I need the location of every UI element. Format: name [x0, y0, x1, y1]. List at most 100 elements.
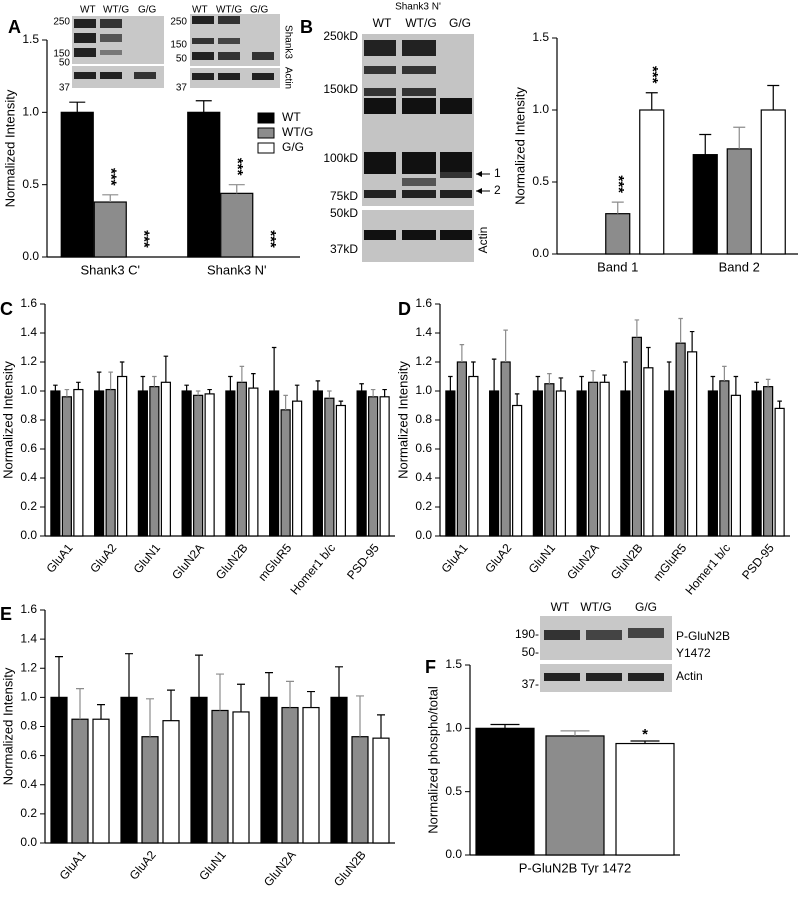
bar [615, 742, 675, 856]
y-tick-label: 1.4 [20, 325, 37, 339]
marker-label: 150 [170, 40, 187, 51]
bar [93, 201, 127, 258]
y-tick-label: 0.5 [445, 784, 462, 798]
error-bar [547, 373, 552, 384]
error-bar [338, 400, 344, 406]
legend-swatch [257, 142, 275, 154]
chart-panel: B 0.0 0.5 1.0 1.5 Normalized Intensity Band 1 *… [300, 17, 798, 274]
bar [719, 380, 730, 537]
marker-label: 50 [176, 54, 188, 65]
error-bar [689, 330, 695, 352]
chart-panel: D 0.0 0.2 0.4 0.6 0.8 1.0 1.2 1.4 1.6 Normalized I… [395, 296, 790, 597]
bar [555, 390, 566, 537]
y-tick-label: 1.4 [415, 325, 432, 339]
bar [211, 709, 229, 844]
bar [445, 390, 456, 537]
bar [500, 361, 511, 537]
bar [330, 696, 348, 844]
error-bar [560, 730, 590, 736]
marker-label: 50 [59, 58, 71, 69]
y-tick-label: 1.5 [532, 30, 549, 44]
lane-label: WT/G [580, 600, 611, 614]
error-bar [163, 355, 169, 383]
error-bar [370, 388, 376, 397]
y-tick-label: 0.6 [415, 441, 432, 455]
arrow-label: 2 [494, 183, 501, 197]
error-bar [356, 695, 364, 737]
y-tick-label: 1.0 [22, 105, 39, 119]
error-bar [315, 380, 321, 391]
error-bar [777, 400, 782, 409]
lane-label: G/G [635, 600, 657, 614]
bar [599, 381, 610, 537]
bar [120, 696, 138, 844]
bar [324, 397, 335, 537]
bar [160, 381, 171, 537]
lane-label: WT [551, 600, 570, 614]
error-bar [765, 378, 771, 387]
error-bar [140, 375, 146, 391]
panel-label: D [398, 299, 411, 319]
lane-label: G/G [449, 16, 471, 30]
bar [730, 394, 741, 537]
error-bar [645, 92, 658, 110]
bar [190, 696, 208, 844]
blot-label: Actin [282, 67, 293, 89]
error-bar [265, 672, 273, 698]
bar [220, 192, 254, 258]
bar [707, 390, 718, 537]
error-bar [271, 346, 277, 391]
arrow-label: 1 [494, 166, 501, 180]
lane-label: G/G [138, 5, 157, 16]
bar [576, 390, 587, 537]
error-bar [228, 375, 233, 391]
bar [489, 390, 500, 537]
error-bar [767, 84, 780, 110]
error-bar [722, 365, 727, 381]
error-bar [634, 319, 640, 338]
y-tick-label: 0.0 [22, 249, 39, 263]
marker-label: 250kD [323, 29, 358, 43]
error-bar [514, 393, 520, 406]
error-bar [207, 388, 212, 394]
bar [71, 718, 89, 844]
error-bar [377, 714, 385, 739]
blot-title: Shank3 N' [395, 2, 441, 13]
arrow-head [476, 188, 482, 194]
significance: * [642, 726, 648, 743]
y-tick-label: 1.0 [445, 721, 462, 735]
error-bar [96, 371, 102, 391]
y-axis-label: Normalized Intensity [395, 361, 410, 479]
error-bar [678, 317, 683, 344]
error-bar [195, 390, 201, 396]
bar [687, 351, 698, 537]
error-bar [623, 361, 628, 391]
bar [269, 390, 280, 537]
bar [312, 390, 323, 537]
error-bar [448, 375, 453, 391]
bar [117, 375, 128, 537]
bar [475, 727, 535, 856]
bar [225, 390, 236, 537]
error-bar [710, 375, 716, 391]
error-bar [195, 654, 203, 698]
error-bar [471, 361, 476, 377]
y-axis-label: Normalized Intensity [512, 87, 527, 205]
marker-label: 75kD [330, 189, 358, 203]
lane-label: WT/G [405, 16, 436, 30]
bar [50, 696, 68, 844]
lane-label: WT/G [216, 5, 242, 16]
y-tick-label: 0.0 [532, 246, 549, 260]
y-tick-label: 0.8 [20, 719, 37, 733]
bar [280, 409, 291, 537]
y-axis-label: Normalized Intensity [0, 361, 15, 479]
legend-label: G/G [282, 140, 304, 154]
error-bar [76, 381, 81, 390]
error-bar [733, 375, 739, 396]
error-bar [108, 371, 113, 390]
error-bar [359, 383, 364, 391]
error-bar [491, 358, 497, 391]
bar [760, 109, 786, 255]
blot-label: Actin [676, 669, 703, 683]
y-tick-label: 1.0 [532, 102, 549, 116]
